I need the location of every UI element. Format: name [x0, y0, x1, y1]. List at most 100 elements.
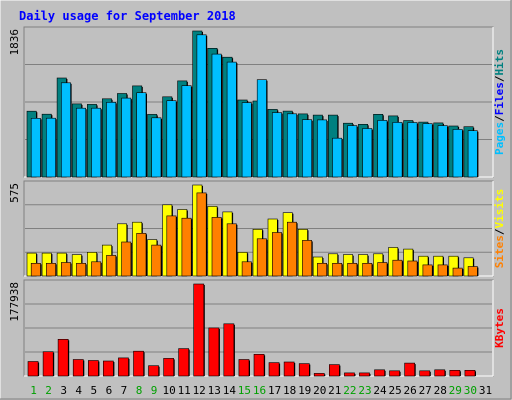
bar-files-day-4 — [76, 107, 87, 178]
bar-files-day-8 — [136, 92, 147, 178]
bar-kbytes-day-15 — [238, 359, 250, 377]
x-tick-11: 11 — [178, 384, 191, 397]
legend-separator: / — [493, 228, 506, 235]
x-tick-26: 26 — [403, 384, 416, 397]
bar-kbytes-day-5 — [88, 360, 99, 377]
bar-sites-day-13 — [211, 217, 222, 277]
x-tick-18: 18 — [283, 384, 296, 397]
bar-files-day-25 — [392, 122, 403, 178]
legend-pages: Pages — [493, 122, 506, 155]
x-tick-13: 13 — [208, 384, 221, 397]
bar-kbytes-day-27 — [419, 370, 431, 377]
x-tick-12: 12 — [193, 384, 206, 397]
bar-kbytes-day-11 — [178, 348, 190, 377]
x-tick-3: 3 — [60, 384, 67, 397]
bar-files-day-27 — [422, 123, 433, 178]
x-tick-labels: 1 2 3 4 5 6 7 8 9 10 11 12 13 14 15 16 17 18 19 20 21 22 23 24 2… — [30, 384, 492, 397]
legend-hits-files: Pages/Files/Hits — [493, 49, 506, 155]
bar-files-day-11 — [181, 85, 192, 178]
bar-files-day-9 — [151, 117, 162, 178]
bar-kbytes-day-10 — [163, 358, 175, 377]
y-max-label: 177938 — [8, 282, 21, 322]
bar-sites-day-2 — [45, 262, 56, 277]
x-tick-16: 16 — [253, 384, 266, 397]
x-tick-23: 23 — [358, 384, 371, 397]
x-tick-8: 8 — [136, 384, 143, 397]
x-tick-15: 15 — [238, 384, 251, 397]
bar-sites-day-22 — [347, 262, 358, 277]
bar-sites-day-15 — [241, 261, 252, 277]
bar-sites-day-23 — [362, 262, 373, 277]
bar-kbytes-day-8 — [133, 350, 144, 377]
bar-kbytes-day-13 — [208, 327, 220, 377]
bar-files-day-22 — [347, 125, 358, 178]
x-tick-31: 31 — [479, 384, 492, 397]
panel-kbytes: 177938 — [8, 279, 494, 377]
x-tick-5: 5 — [90, 384, 97, 397]
bar-sites-day-5 — [91, 261, 102, 277]
bar-files-day-19 — [302, 119, 312, 178]
bar-sites-day-24 — [377, 262, 388, 277]
bar-files-day-29 — [452, 129, 463, 178]
bar-files-day-20 — [317, 119, 327, 178]
bar-kbytes-day-20 — [313, 373, 325, 377]
y-max-label: 1836 — [8, 29, 21, 56]
x-tick-30: 30 — [464, 384, 477, 397]
x-tick-2: 2 — [45, 384, 52, 397]
bar-files-day-17 — [271, 112, 282, 178]
bar-sites-day-30 — [467, 266, 478, 277]
bar-sites-day-3 — [60, 262, 71, 277]
bar-sites-day-20 — [317, 262, 327, 277]
bar-files-day-15 — [241, 102, 252, 178]
x-tick-4: 4 — [75, 384, 82, 397]
bar-kbytes-day-23 — [359, 372, 370, 377]
legend-separator: / — [493, 75, 506, 82]
bar-sites-day-29 — [452, 267, 463, 277]
legend-files: Files — [493, 82, 506, 115]
bar-files-day-16 — [256, 79, 267, 178]
x-tick-27: 27 — [419, 384, 432, 397]
x-tick-20: 20 — [313, 384, 326, 397]
bar-kbytes-day-19 — [298, 363, 310, 377]
legend-kbytes: KBytes — [493, 308, 506, 348]
bar-kbytes-day-18 — [283, 361, 295, 377]
x-tick-6: 6 — [106, 384, 113, 397]
bar-kbytes-day-3 — [57, 338, 69, 377]
bar-kbytes-day-1 — [27, 361, 39, 377]
bar-kbytes-day-2 — [42, 351, 54, 377]
bar-sites-day-9 — [151, 244, 162, 277]
bar-kbytes-day-6 — [103, 360, 114, 377]
bar-files-day-12 — [196, 34, 207, 178]
bar-kbytes-day-30 — [464, 369, 476, 377]
bar-files-day-18 — [286, 113, 297, 178]
legend-visits: Visits — [493, 189, 506, 229]
x-tick-29: 29 — [449, 384, 462, 397]
bar-files-day-7 — [121, 97, 132, 178]
bar-files-day-5 — [91, 107, 102, 178]
bar-kbytes-day-7 — [118, 357, 129, 377]
bar-files-day-28 — [437, 125, 448, 178]
bar-kbytes-day-29 — [449, 369, 461, 377]
bar-files-day-13 — [211, 53, 222, 178]
bar-sites-day-18 — [286, 221, 297, 277]
bar-files-day-14 — [226, 61, 237, 178]
bar-files-day-10 — [166, 100, 177, 178]
x-tick-17: 17 — [268, 384, 281, 397]
bar-sites-day-6 — [106, 255, 117, 277]
legend-kbytes: KBytes — [493, 308, 506, 348]
bar-sites-day-17 — [271, 232, 282, 277]
bar-kbytes-day-25 — [389, 370, 400, 377]
bar-files-day-24 — [377, 120, 388, 178]
bar-files-day-2 — [45, 117, 56, 178]
bar-kbytes-day-16 — [253, 353, 265, 377]
bar-sites-day-12 — [196, 192, 207, 277]
x-tick-9: 9 — [151, 384, 158, 397]
bar-files-day-30 — [467, 130, 478, 178]
bar-files-day-3 — [60, 82, 71, 178]
bar-sites-day-10 — [166, 215, 177, 277]
x-tick-24: 24 — [373, 384, 387, 397]
bar-sites-day-16 — [256, 238, 267, 277]
bar-kbytes-day-14 — [223, 323, 235, 377]
